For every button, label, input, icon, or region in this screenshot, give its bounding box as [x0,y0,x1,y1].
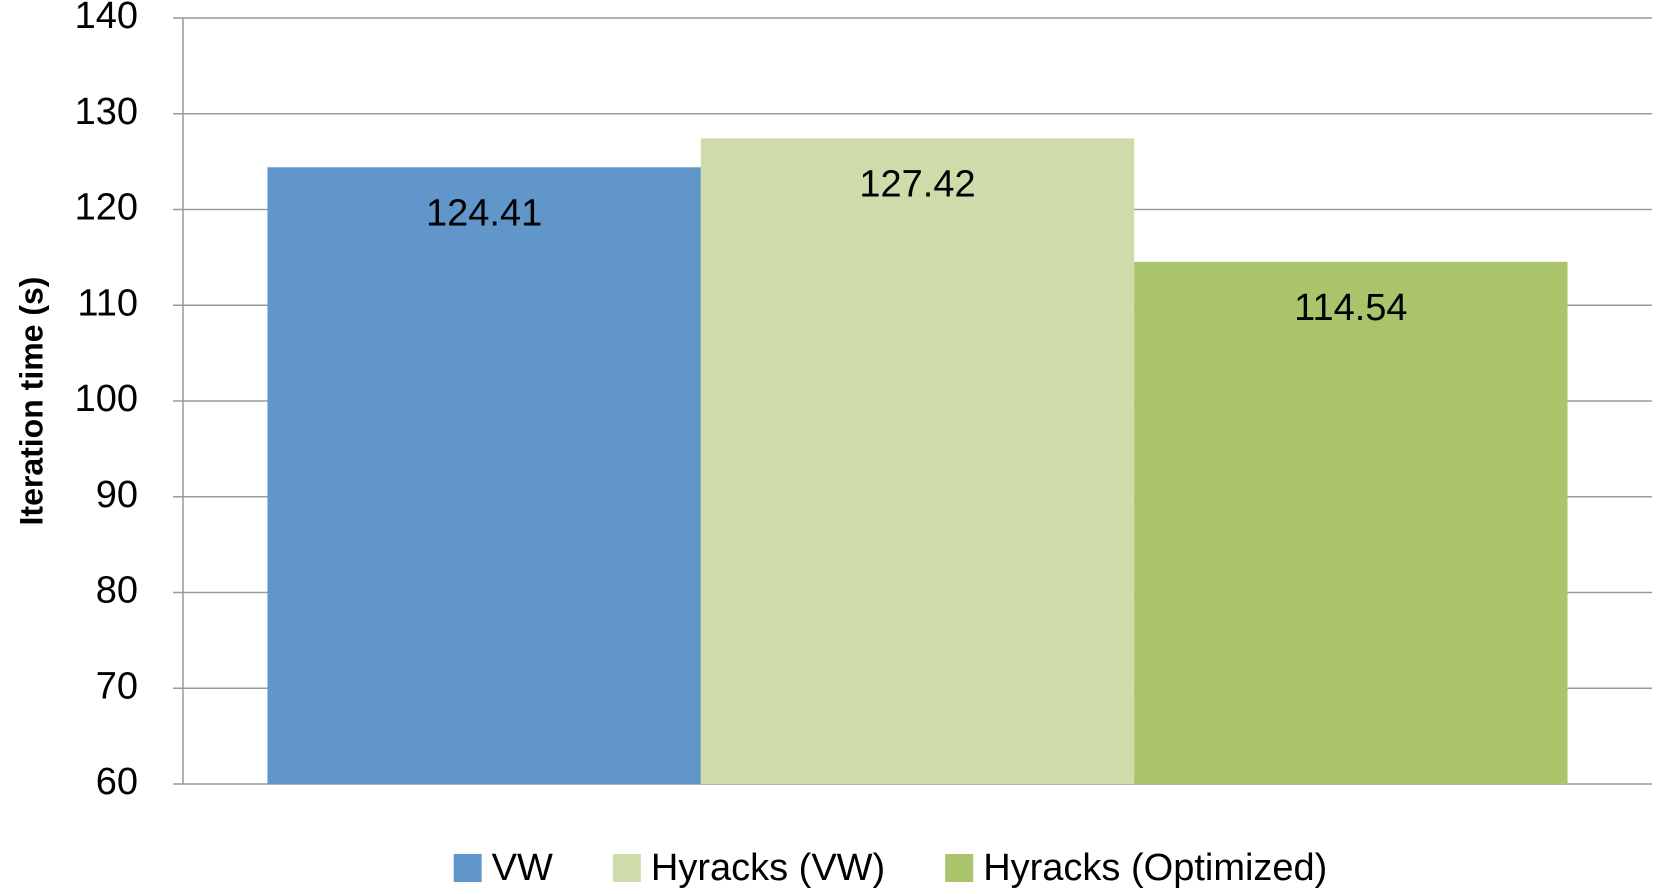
legend-swatch [612,854,641,882]
y-axis-title: Iteration time (s) [13,277,49,526]
y-tick-label: 120 [75,187,138,229]
data-label: 114.54 [1294,287,1407,329]
y-tick-label: 140 [75,0,138,37]
data-label: 124.41 [426,192,542,234]
y-tick-label: 90 [96,474,138,516]
legend-label: VW [492,847,553,889]
y-tick-label: 130 [75,91,138,133]
bar [1134,261,1568,784]
bar [267,167,701,785]
legend-swatch [453,854,482,882]
data-label: 127.42 [859,163,975,205]
bar [700,138,1135,785]
legend-label: Hyracks (Optimized) [983,847,1327,889]
y-tick-label: 110 [77,282,138,324]
legend-swatch [945,854,974,882]
y-tick-label: 60 [96,761,138,803]
legend-label: Hyracks (VW) [651,847,885,889]
y-tick-label: 70 [96,665,138,707]
y-tick-label: 100 [75,378,138,420]
y-tick-label: 80 [96,570,138,612]
